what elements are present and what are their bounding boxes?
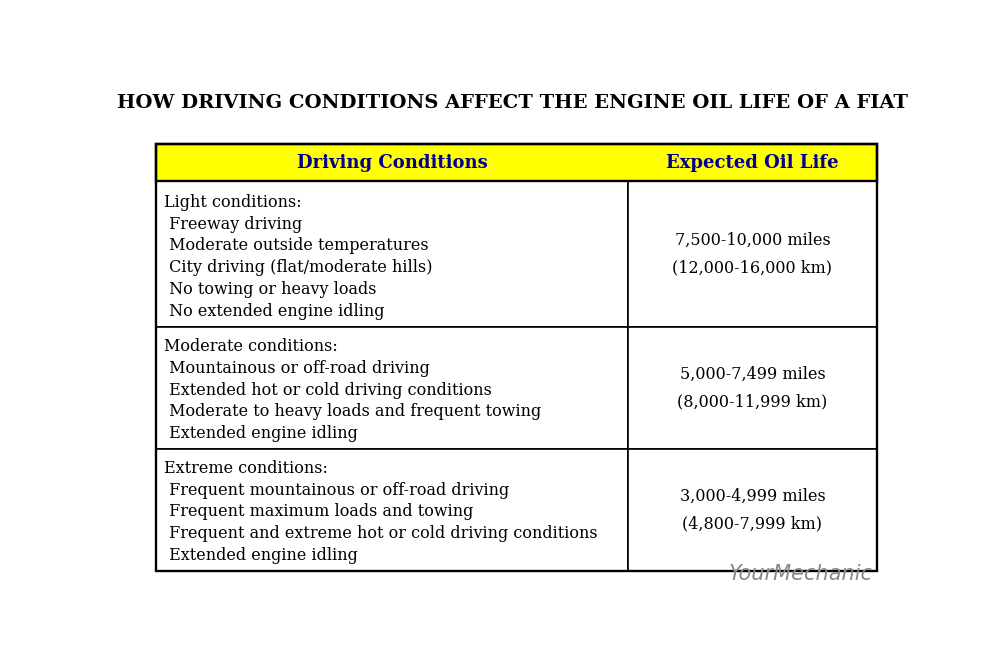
Bar: [628, 181, 877, 327]
Text: Light conditions:: Light conditions:: [164, 194, 301, 211]
Bar: [156, 327, 628, 449]
Text: Frequent mountainous or off-road driving: Frequent mountainous or off-road driving: [164, 482, 509, 498]
Text: HOW DRIVING CONDITIONS AFFECT THE ENGINE OIL LIFE OF A FIAT: HOW DRIVING CONDITIONS AFFECT THE ENGINE…: [117, 94, 908, 112]
Text: 5,000-7,499 miles
(8,000-11,999 km): 5,000-7,499 miles (8,000-11,999 km): [677, 366, 828, 410]
Text: Moderate to heavy loads and frequent towing: Moderate to heavy loads and frequent tow…: [164, 404, 541, 420]
Text: Extreme conditions:: Extreme conditions:: [164, 460, 328, 477]
Bar: [628, 144, 877, 181]
Text: 7,500-10,000 miles
(12,000-16,000 km): 7,500-10,000 miles (12,000-16,000 km): [672, 232, 832, 276]
Text: No towing or heavy loads: No towing or heavy loads: [164, 281, 376, 298]
Bar: [156, 144, 877, 181]
Text: Mountainous or off-road driving: Mountainous or off-road driving: [164, 360, 430, 377]
Text: Frequent and extreme hot or cold driving conditions: Frequent and extreme hot or cold driving…: [164, 525, 597, 542]
Text: Frequent maximum loads and towing: Frequent maximum loads and towing: [164, 504, 473, 520]
Text: Moderate conditions:: Moderate conditions:: [164, 338, 338, 355]
Text: Moderate outside temperatures: Moderate outside temperatures: [164, 237, 428, 254]
Bar: [156, 181, 628, 327]
Text: City driving (flat/moderate hills): City driving (flat/moderate hills): [164, 259, 432, 276]
Text: Extended engine idling: Extended engine idling: [164, 426, 358, 442]
Text: No extended engine idling: No extended engine idling: [164, 303, 384, 319]
Text: Driving Conditions: Driving Conditions: [297, 153, 487, 171]
Text: Expected Oil Life: Expected Oil Life: [666, 153, 839, 171]
Bar: [628, 327, 877, 449]
Text: 3,000-4,999 miles
(4,800-7,999 km): 3,000-4,999 miles (4,800-7,999 km): [680, 488, 825, 532]
Bar: [156, 144, 877, 570]
Text: Freeway driving: Freeway driving: [164, 215, 302, 233]
Text: Extended hot or cold driving conditions: Extended hot or cold driving conditions: [164, 382, 492, 399]
Text: YourMechanic: YourMechanic: [729, 564, 873, 584]
Bar: [156, 449, 628, 570]
Bar: [628, 449, 877, 570]
Bar: [156, 144, 628, 181]
Text: Extended engine idling: Extended engine idling: [164, 547, 358, 564]
